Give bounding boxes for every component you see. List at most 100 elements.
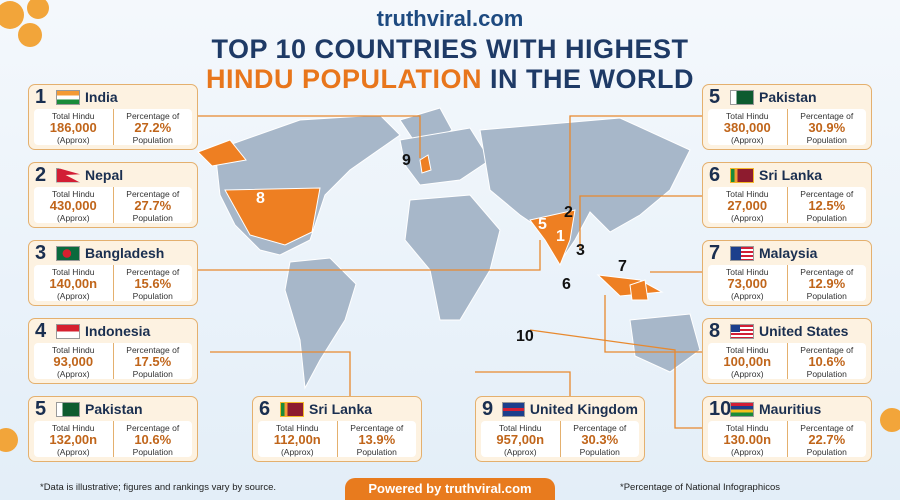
total-value: 430,000 (49, 198, 97, 213)
pct-column: Percentage of 27.2% Population (112, 109, 193, 145)
total-column: Total Hindu 132,00n (Approx) (34, 421, 113, 457)
approx-label: (Approx) (730, 213, 764, 223)
total-value: 957,00n (496, 432, 545, 447)
rank: 9 (482, 397, 494, 420)
map-label: 3 (576, 242, 585, 259)
population-label: Population (806, 447, 847, 457)
card-body: Total Hindu 186,000 (Approx) Percentage of 2… (34, 109, 192, 145)
total-column: Total Hindu 112,00n (Approx) (258, 421, 337, 457)
source-note: *Percentage of National Infographicos (620, 482, 781, 493)
rank: 3 (35, 241, 47, 264)
country-card: 4 Indonesia Total Hindu 93,000 (Approx) Perce… (28, 318, 198, 384)
approx-label: (Approx) (56, 447, 90, 457)
card-header: 5 Pakistan (703, 85, 871, 109)
rank: 7 (709, 241, 721, 264)
country-name: Malaysia (759, 245, 818, 261)
country-card: 6 Sri Lanka Total Hindu 112,00n (Approx) Perc… (252, 396, 422, 462)
card-header: 9 United Kingdom (476, 397, 644, 421)
total-label: Total Hindu (725, 111, 769, 121)
approx-label: (Approx) (730, 369, 764, 379)
pct-label: Percentage of (800, 267, 854, 277)
population-label: Population (806, 213, 847, 223)
total-column: Total Hindu 380,000 (Approx) (708, 109, 787, 145)
card-header: 6 Sri Lanka (703, 163, 871, 187)
pct-label: Percentage of (126, 111, 180, 121)
total-label: Total Hindu (275, 423, 319, 433)
total-label: Total Hindu (51, 423, 95, 433)
approx-label: (Approx) (730, 135, 764, 145)
flag (56, 167, 80, 183)
total-value: 93,000 (53, 354, 94, 369)
country-card: 8 United States Total Hindu 100,00n (Approx)… (702, 318, 872, 384)
pct-value: 12.5% (808, 198, 846, 213)
population-label: Population (132, 369, 173, 379)
map-label: 2 (564, 204, 573, 221)
pct-label: Percentage of (126, 423, 180, 433)
brand: truthviral.com (376, 6, 524, 31)
approx-label: (Approx) (730, 291, 764, 301)
rank: 5 (709, 85, 721, 108)
total-label: Total Hindu (51, 111, 95, 121)
population-label: Population (132, 213, 173, 223)
card-body: Total Hindu 93,000 (Approx) Percentage of 17… (34, 343, 192, 379)
flag (56, 401, 80, 417)
country-name: Sri Lanka (309, 401, 373, 417)
country-name: United States (759, 323, 849, 339)
pct-label: Percentage of (126, 345, 180, 355)
card-body: Total Hindu 73,000 (Approx) Percentage of 12… (708, 265, 866, 301)
total-column: Total Hindu 27,000 (Approx) (708, 187, 787, 223)
title: HINDU POPULATION IN THE WORLD (0, 64, 900, 95)
total-label: Total Hindu (725, 189, 769, 199)
pct-label: Percentage of (800, 189, 854, 199)
pct-label: Percentage of (350, 423, 404, 433)
flag (730, 167, 754, 183)
pct-label: Percentage of (800, 111, 854, 121)
rank: 1 (35, 85, 47, 108)
country-card: 6 Sri Lanka Total Hindu 27,000 (Approx) Perce… (702, 162, 872, 228)
card-body: Total Hindu 130.00n (Approx) Percentage of 2… (708, 421, 866, 457)
country-card: 5 Pakistan Total Hindu 132,00n (Approx) Perce… (28, 396, 198, 462)
powered-by: Powered by truthviral.com (345, 478, 555, 500)
pct-label: Percentage of (126, 189, 180, 199)
total-column: Total Hindu 430,000 (Approx) (34, 187, 113, 223)
map-label: 6 (562, 276, 571, 293)
country-name: Sri Lanka (759, 167, 823, 183)
approx-label: (Approx) (730, 447, 764, 457)
approx-label: (Approx) (56, 291, 90, 301)
country-card: 2 Nepal Total Hindu 430,000 (Approx) Percenta… (28, 162, 198, 228)
pct-value: 27.7% (134, 198, 172, 213)
footnote: *Data is illustrative; figures and ranki… (40, 482, 277, 493)
pct-column: Percentage of 12.9% Population (786, 265, 867, 301)
approx-label: (Approx) (503, 447, 537, 457)
rank: 10 (709, 397, 732, 420)
title-rest: IN THE WORLD (482, 64, 694, 94)
flag (730, 89, 754, 105)
rank: 6 (259, 397, 271, 420)
flag (56, 323, 80, 339)
card-header: 3 Bangladesh (29, 241, 197, 265)
pct-column: Percentage of 22.7% Population (786, 421, 867, 457)
total-value: 132,00n (49, 432, 98, 447)
map-label: 1 (556, 228, 565, 245)
card-body: Total Hindu 100,00n (Approx) Percentage of 1… (708, 343, 866, 379)
pct-value: 10.6% (134, 432, 172, 447)
total-label: Total Hindu (51, 345, 95, 355)
card-body: Total Hindu 957,00n (Approx) Percentage of 3… (481, 421, 639, 457)
card-header: 7 Malaysia (703, 241, 871, 265)
pct-column: Percentage of 15.6% Population (112, 265, 193, 301)
map-label: 8 (256, 190, 265, 207)
pct-column: Percentage of 17.5% Population (112, 343, 193, 379)
total-column: Total Hindu 73,000 (Approx) (708, 265, 787, 301)
rank: 8 (709, 319, 721, 342)
total-column: Total Hindu 93,000 (Approx) (34, 343, 113, 379)
rank: 6 (709, 163, 721, 186)
card-body: Total Hindu 380,000 (Approx) Percentage of 3… (708, 109, 866, 145)
total-column: Total Hindu 140,00n (Approx) (34, 265, 113, 301)
pct-value: 15.6% (134, 276, 172, 291)
title: TOP 10 COUNTRIES WITH HIGHEST (211, 34, 689, 64)
card-header: 10 Mauritius (703, 397, 871, 421)
population-label: Population (132, 291, 173, 301)
total-label: Total Hindu (51, 189, 95, 199)
